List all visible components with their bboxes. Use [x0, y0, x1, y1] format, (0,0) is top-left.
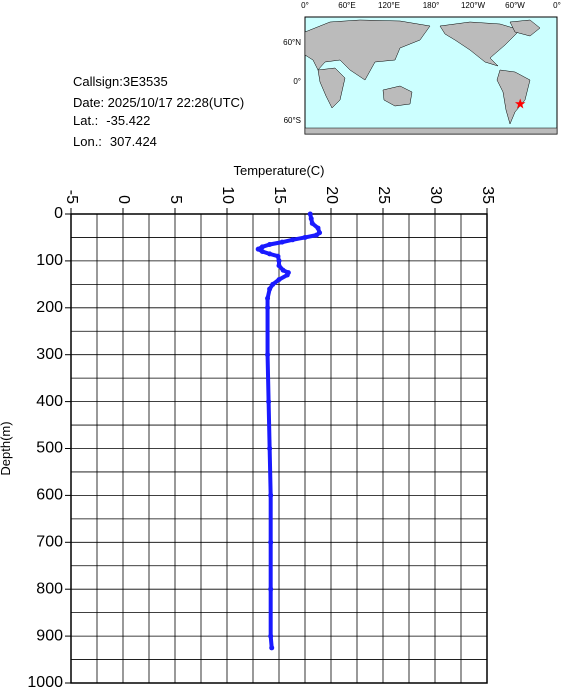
map-lon-label: 180° — [423, 1, 440, 10]
profile-point — [268, 586, 274, 592]
profile-point — [270, 281, 276, 287]
y-tick-label: 0 — [54, 205, 63, 222]
profile-point — [276, 263, 282, 269]
y-tick-label: 400 — [36, 393, 63, 410]
latitude: Lat.: -35.422 — [73, 113, 150, 128]
profile-point — [267, 286, 273, 292]
profile-point — [255, 246, 261, 252]
profile-point — [276, 277, 282, 283]
map-lat-label: 60°N — [283, 38, 301, 47]
x-tick-label: 20 — [323, 186, 340, 204]
profile-point — [309, 220, 315, 226]
x-tick-label: 15 — [271, 186, 288, 204]
map-lon-label: 0° — [553, 1, 561, 10]
map-lon-label: 60°E — [338, 1, 355, 10]
y-tick-label: 800 — [36, 580, 63, 597]
profile-point — [265, 295, 271, 301]
map-lon-label: 120°W — [461, 1, 486, 10]
lon-label: Lon.: — [73, 134, 102, 149]
y-tick-label: 600 — [36, 487, 63, 504]
date: Date: 2025/10/17 22:28(UTC) — [73, 95, 244, 110]
profile-point — [313, 232, 319, 238]
x-tick-label: -5 — [63, 190, 80, 204]
y-tick-label: 900 — [36, 627, 63, 644]
profile-point — [307, 211, 313, 217]
x-tick-label: 10 — [219, 186, 236, 204]
x-tick-label: 35 — [479, 186, 496, 204]
map-lat-label: 0° — [293, 77, 301, 86]
map-lat-label: 60°S — [284, 116, 301, 125]
map — [304, 16, 558, 135]
y-tick-label: 1000 — [27, 674, 63, 690]
lon-value: 307.424 — [110, 134, 157, 149]
x-axis-title: Temperature(C) — [233, 163, 324, 178]
profile-point — [290, 237, 296, 243]
profile-point — [265, 352, 271, 358]
lat-value: -35.422 — [106, 113, 150, 128]
profile-point — [280, 267, 286, 273]
land — [304, 19, 558, 135]
y-tick-label: 100 — [36, 252, 63, 269]
x-tick-label: 25 — [375, 186, 392, 204]
profile-point — [279, 239, 285, 245]
profile-point — [265, 305, 271, 311]
profile-point — [302, 234, 308, 240]
profile-point — [315, 225, 321, 231]
x-tick-label: 5 — [167, 195, 184, 204]
map-lon-label: 0° — [301, 1, 309, 10]
profile-point — [259, 249, 265, 255]
callsign: Callsign:3E3535 — [73, 74, 168, 89]
profile-point — [268, 492, 274, 498]
map-lon-label: 120°E — [378, 1, 400, 10]
y-axis-title: Depth(m) — [0, 421, 13, 475]
x-tick-label: 30 — [427, 186, 444, 204]
profile-point — [267, 446, 273, 451]
profile-point — [268, 633, 274, 639]
profile-point — [275, 253, 281, 259]
profile-point — [259, 244, 265, 250]
profile-point — [284, 272, 290, 278]
longitude: Lon.: 307.424 — [73, 134, 157, 149]
profile-point — [276, 258, 282, 264]
y-tick-label: 300 — [36, 346, 63, 363]
x-tick-label: 0 — [115, 195, 132, 204]
y-tick-label: 700 — [36, 534, 63, 551]
profile-point — [268, 539, 274, 545]
profile-line — [256, 213, 322, 649]
y-tick-label: 200 — [36, 299, 63, 316]
position-marker — [515, 98, 526, 109]
lat-label: Lat.: — [73, 113, 98, 128]
profile-point — [267, 241, 273, 247]
map-lon-label: 60°W — [505, 1, 525, 10]
profile-point — [308, 216, 314, 222]
profile-point — [269, 645, 275, 651]
profile-point — [267, 251, 273, 257]
y-tick-label: 500 — [36, 440, 63, 457]
profile-point — [266, 399, 272, 405]
